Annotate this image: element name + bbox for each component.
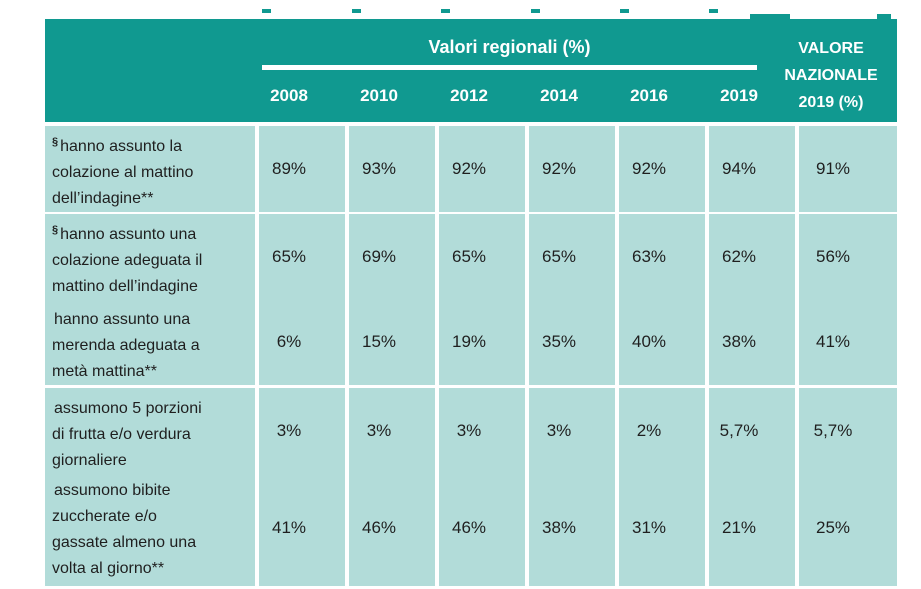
year-value-cell: 38% xyxy=(529,470,615,586)
artifact-dash xyxy=(262,9,271,13)
year-value-cell: 92% xyxy=(619,126,705,212)
artifact-dash xyxy=(709,9,718,13)
year-column-header: 2008 xyxy=(270,86,308,105)
year-value-cell: 3% xyxy=(439,388,525,474)
year-header-row: 2008 2010 2012 2014 2016 2019 xyxy=(259,86,795,106)
regional-values-group-header: Valori regionali (%) xyxy=(428,37,591,57)
year-value-cell: 65% xyxy=(259,214,345,300)
year-value-cell: 62% xyxy=(709,214,795,300)
artifact-dash xyxy=(620,9,629,13)
table-header: Valori regionali (%) 2008 2010 2012 2014… xyxy=(45,19,897,122)
year-value-cell: 3% xyxy=(259,388,345,474)
table-body: § hanno assunto la colazione al mattino d… xyxy=(45,126,897,586)
year-value-cell: 92% xyxy=(439,126,525,212)
year-value-cell: 21% xyxy=(709,470,795,586)
year-value-cell: 19% xyxy=(439,299,525,385)
year-value-cell: 5,7% xyxy=(709,388,795,474)
row-label-text: hanno assunto una colazione adeguata il … xyxy=(52,226,203,295)
year-value-cell: 31% xyxy=(619,470,705,586)
year-value-cell: 41% xyxy=(259,470,345,586)
artifact-dash xyxy=(531,9,540,13)
year-value-cell: 6% xyxy=(259,299,345,385)
national-value-cell: 41% xyxy=(799,299,897,385)
national-value-column-header: VALORE NAZIONALE 2019 (%) xyxy=(784,40,878,111)
group-header-underline xyxy=(262,65,757,70)
artifact-dash xyxy=(441,9,450,13)
national-value-cell: 91% xyxy=(799,126,897,212)
section-mark: § xyxy=(52,224,59,236)
row-label-text: assumono 5 porzioni di frutta e/o verdur… xyxy=(52,400,202,469)
row-label: § hanno assunto la colazione al mattino d… xyxy=(45,126,255,212)
row-label-text: assumono bibite zuccherate e/o gassate a… xyxy=(52,482,197,577)
year-value-cell: 46% xyxy=(349,470,435,586)
year-value-cell: 2% xyxy=(619,388,705,474)
row-label-text: hanno assunto una merenda adeguata a met… xyxy=(52,311,200,380)
year-value-cell: 69% xyxy=(349,214,435,300)
year-value-cell: 94% xyxy=(709,126,795,212)
year-column-header: 2014 xyxy=(540,86,578,105)
row-label: hanno assunto una merenda adeguata a met… xyxy=(45,299,255,385)
year-value-cell: 38% xyxy=(709,299,795,385)
table-row: assumono 5 porzioni di frutta e/o verdur… xyxy=(45,388,897,474)
year-value-cell: 15% xyxy=(349,299,435,385)
year-column-header: 2012 xyxy=(450,86,488,105)
year-value-cell: 63% xyxy=(619,214,705,300)
year-value-cell: 35% xyxy=(529,299,615,385)
year-value-cell: 65% xyxy=(439,214,525,300)
national-value-cell: 25% xyxy=(799,470,897,586)
row-label: § hanno assunto una colazione adeguata il… xyxy=(45,214,255,300)
national-value-cell: 56% xyxy=(799,214,897,300)
artifact-dash xyxy=(750,14,790,19)
table-row: § hanno assunto la colazione al mattino d… xyxy=(45,126,897,212)
year-value-cell: 89% xyxy=(259,126,345,212)
row-label-text: hanno assunto la colazione al mattino de… xyxy=(52,138,194,207)
year-value-cell: 3% xyxy=(529,388,615,474)
table-row: assumono bibite zuccherate e/o gassate a… xyxy=(45,470,897,586)
year-column-header: 2019 xyxy=(720,86,758,105)
row-label: assumono bibite zuccherate e/o gassate a… xyxy=(45,470,255,586)
year-column-header: 2010 xyxy=(360,86,398,105)
national-value-cell: 5,7% xyxy=(799,388,897,474)
section-mark: § xyxy=(52,136,59,148)
year-value-cell: 92% xyxy=(529,126,615,212)
year-column-header: 2016 xyxy=(630,86,668,105)
table-row: hanno assunto una merenda adeguata a met… xyxy=(45,299,897,385)
year-value-cell: 93% xyxy=(349,126,435,212)
year-value-cell: 46% xyxy=(439,470,525,586)
artifact-dash xyxy=(877,14,891,19)
year-value-cell: 3% xyxy=(349,388,435,474)
year-value-cell: 40% xyxy=(619,299,705,385)
year-value-cell: 65% xyxy=(529,214,615,300)
data-table: Valori regionali (%) 2008 2010 2012 2014… xyxy=(45,19,897,586)
table-row: § hanno assunto una colazione adeguata il… xyxy=(45,214,897,300)
row-label: assumono 5 porzioni di frutta e/o verdur… xyxy=(45,388,255,474)
artifact-dash xyxy=(352,9,361,13)
